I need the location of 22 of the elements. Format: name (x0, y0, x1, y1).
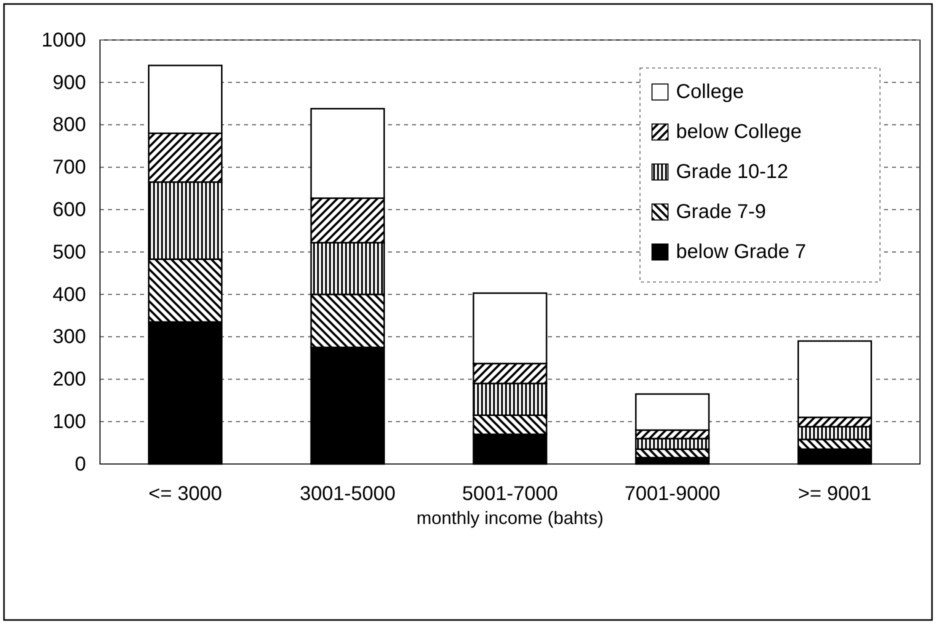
y-tick-label: 600 (52, 199, 86, 221)
y-tick-label: 300 (52, 326, 86, 348)
x-axis-title: monthly income (bahts) (416, 508, 604, 528)
x-tick-label: 7001-9000 (624, 483, 720, 506)
x-tick-label: 3001-5000 (300, 483, 396, 506)
legend-label: Grade 7-9 (676, 201, 766, 223)
x-tick-label: <= 3000 (148, 483, 222, 506)
y-tick-label: 700 (52, 156, 86, 179)
y-tick-label: 900 (52, 72, 86, 94)
x-tick-label: >= 9001 (798, 483, 872, 506)
y-tick-label: 200 (52, 368, 86, 391)
x-tick-label: 5001-7000 (462, 483, 558, 506)
y-tick-label: 100 (52, 411, 86, 433)
y-tick-label: 1000 (42, 29, 86, 52)
legend-label: below College (676, 121, 802, 143)
y-tick-label: 0 (74, 453, 86, 476)
legend-label: College (676, 81, 744, 103)
y-tick-label: 400 (52, 284, 86, 306)
legend-label: Grade 10-12 (676, 161, 788, 183)
legend-label: below Grade 7 (676, 241, 806, 263)
y-tick-label: 800 (52, 114, 86, 136)
y-tick-label: 500 (52, 241, 86, 264)
